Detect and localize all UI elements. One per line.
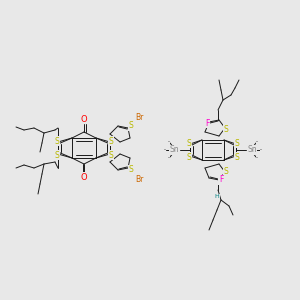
Text: -: - bbox=[256, 155, 258, 160]
Text: O: O bbox=[81, 115, 87, 124]
Text: -: - bbox=[260, 148, 262, 152]
Text: S: S bbox=[224, 124, 228, 134]
Text: -: - bbox=[168, 140, 170, 145]
Text: S: S bbox=[109, 136, 113, 146]
Text: O: O bbox=[81, 172, 87, 182]
Text: S: S bbox=[235, 139, 239, 148]
Text: S: S bbox=[129, 122, 134, 130]
Text: S: S bbox=[55, 136, 59, 146]
Text: S: S bbox=[109, 151, 113, 160]
Text: S: S bbox=[187, 139, 191, 148]
Text: S: S bbox=[187, 152, 191, 161]
Text: Br: Br bbox=[135, 112, 143, 122]
Text: S: S bbox=[55, 151, 59, 160]
Text: Sn: Sn bbox=[169, 146, 179, 154]
Text: -: - bbox=[256, 140, 258, 145]
Text: S: S bbox=[224, 167, 228, 176]
Text: F: F bbox=[205, 118, 209, 127]
Text: H: H bbox=[214, 194, 219, 200]
Text: Sn: Sn bbox=[247, 146, 257, 154]
Text: -: - bbox=[168, 155, 170, 160]
Text: F: F bbox=[219, 176, 223, 184]
Text: -: - bbox=[164, 148, 166, 152]
Text: S: S bbox=[235, 152, 239, 161]
Text: S: S bbox=[129, 166, 134, 175]
Text: Br: Br bbox=[135, 175, 143, 184]
